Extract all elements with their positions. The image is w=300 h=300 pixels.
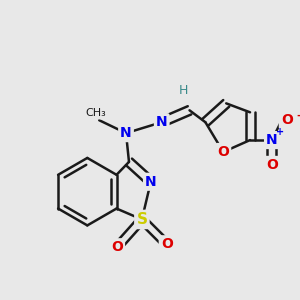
Text: O: O	[111, 240, 123, 254]
Text: N: N	[120, 126, 132, 140]
Text: N: N	[266, 133, 278, 147]
Text: O: O	[281, 113, 293, 127]
Text: O: O	[217, 145, 229, 159]
Text: -: -	[296, 110, 300, 120]
Text: N: N	[145, 175, 157, 189]
Text: S: S	[136, 212, 147, 227]
Text: +: +	[276, 127, 284, 137]
Text: H: H	[179, 84, 188, 97]
Text: N: N	[156, 115, 167, 129]
Text: CH₃: CH₃	[85, 108, 106, 118]
Text: O: O	[161, 237, 172, 251]
Text: O: O	[266, 158, 278, 172]
